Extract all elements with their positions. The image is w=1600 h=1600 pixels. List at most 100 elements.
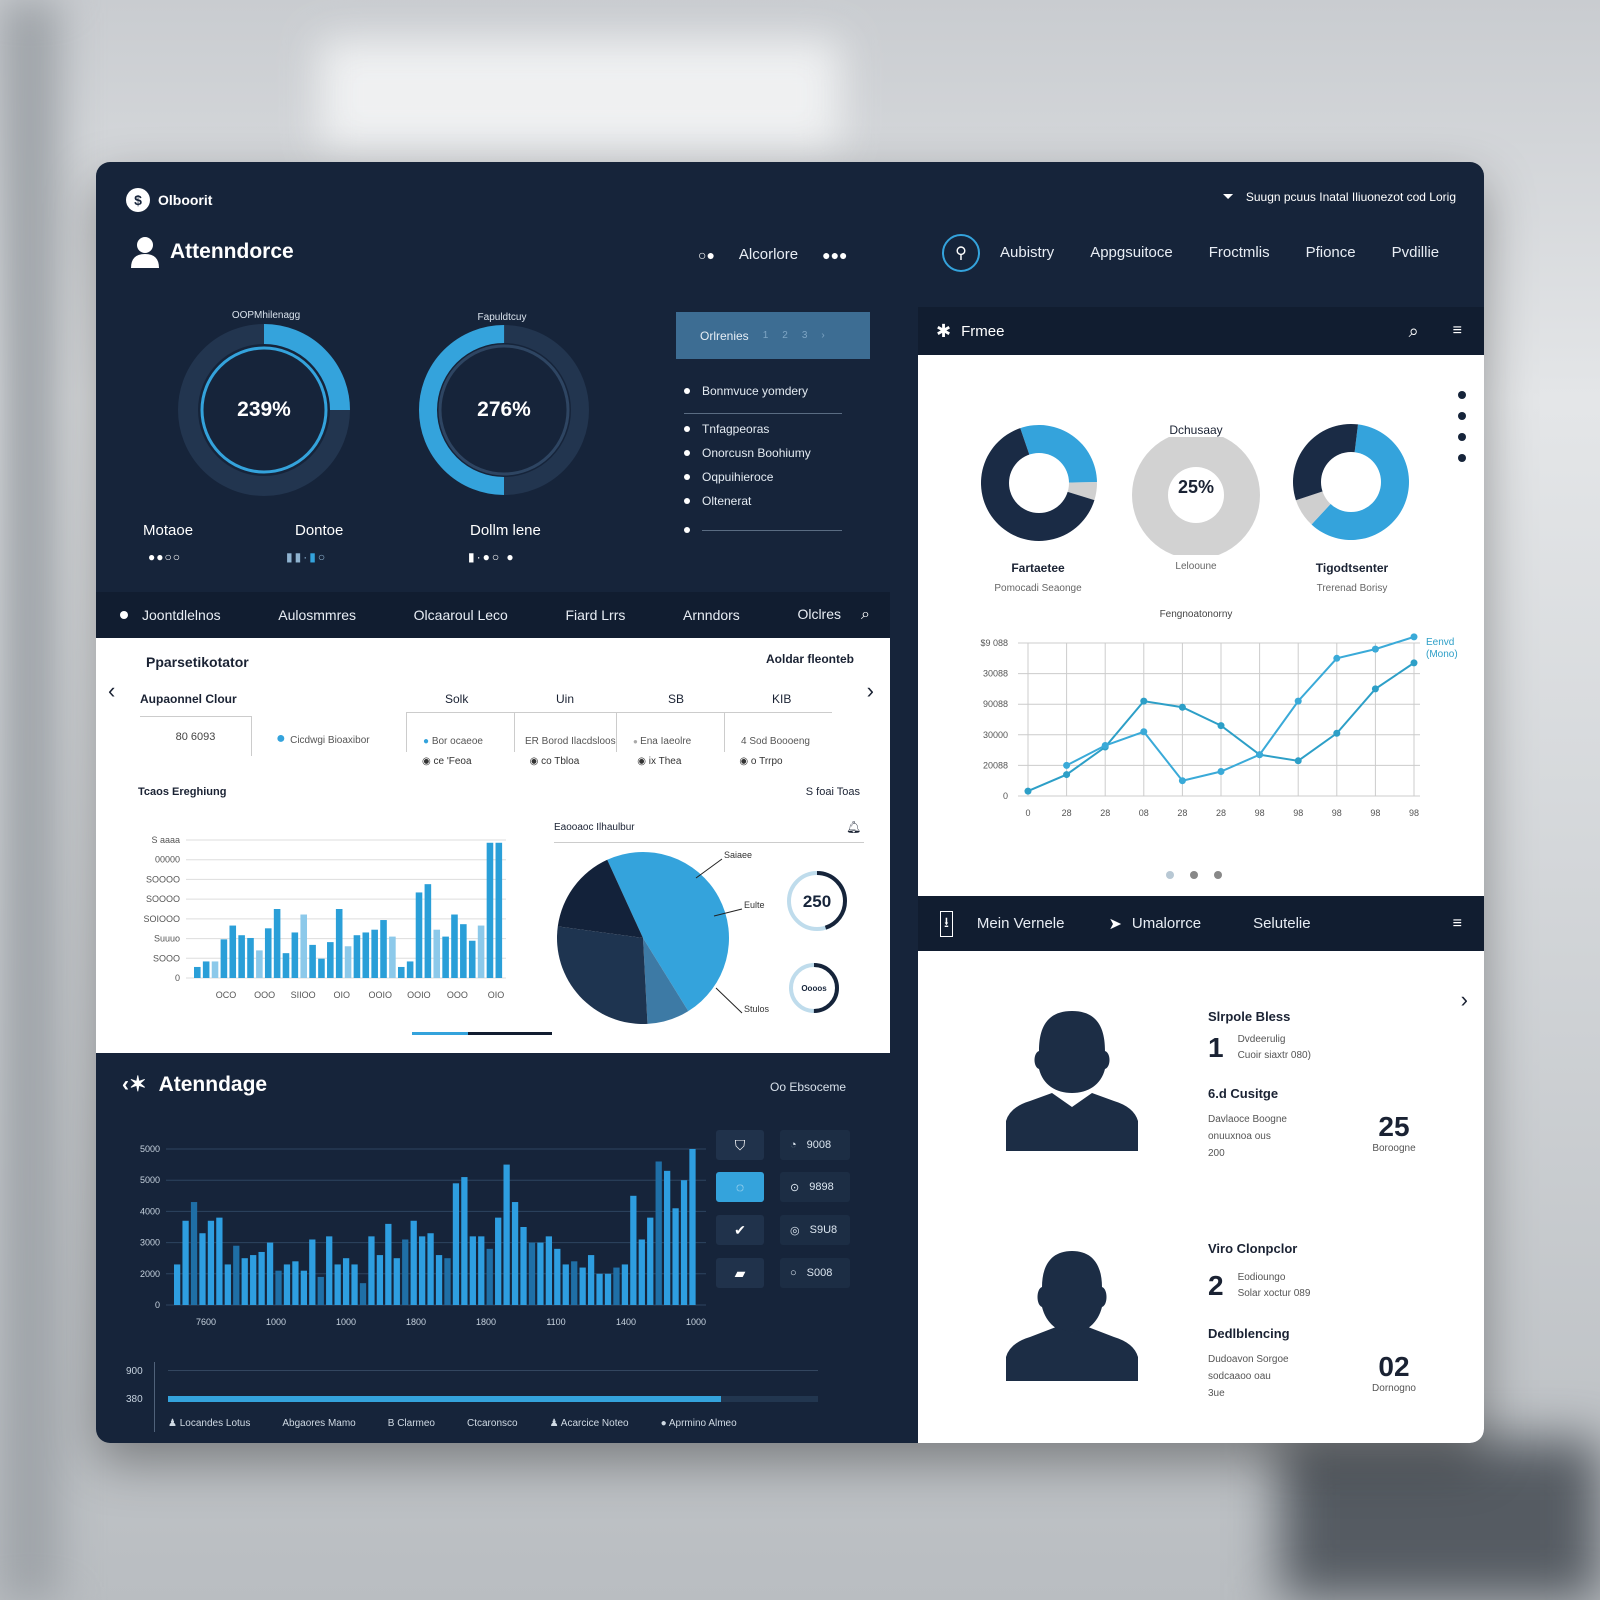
list-item[interactable]: Bonmvuce yomdery	[684, 384, 842, 414]
data-point	[1063, 771, 1071, 779]
section-nav-item[interactable]: Fiard Lrrs	[565, 607, 626, 623]
side-value-button[interactable]: ◎ S9U8	[780, 1215, 850, 1245]
asterisk-icon: ✱	[936, 320, 952, 341]
next-arrow-icon[interactable]: ›	[1460, 987, 1468, 1012]
back-star-icon[interactable]: ‹✶	[122, 1073, 147, 1096]
refresh-icon[interactable]: ◌	[716, 1172, 764, 1202]
list-item[interactable]: Oqpuihieroce	[684, 470, 842, 494]
tab[interactable]: Mein Vernele	[976, 915, 1065, 932]
prev-arrow-icon[interactable]: ‹	[108, 678, 116, 703]
send-icon: ➤	[1108, 915, 1122, 933]
bar	[596, 1273, 603, 1305]
person-rank: 1	[1208, 1032, 1224, 1063]
series-label: (Mono)	[1426, 649, 1458, 660]
tab[interactable]: Selutelie	[1253, 915, 1311, 932]
download-icon[interactable]: ⭳	[940, 910, 953, 937]
tab[interactable]: Umalorrce	[1131, 915, 1202, 932]
donut-hole	[1009, 453, 1069, 513]
person-avatar-1	[1006, 1011, 1138, 1151]
pager-dots[interactable]: ●●○○	[148, 550, 181, 564]
side-value-button[interactable]: ⊙ 9898	[780, 1172, 850, 1202]
notice[interactable]: ⏷ Suugn pcuus Inatal Iliuonezot cod Lori…	[1223, 188, 1456, 205]
options-header[interactable]: Orlrenies 1 2 3 ›	[676, 312, 870, 359]
gauge-250: 250	[787, 871, 847, 931]
ring-fill	[178, 324, 350, 496]
list-item[interactable]	[684, 518, 842, 542]
gauge-value: 250	[803, 892, 831, 911]
donut-sub: Lelooune	[1175, 561, 1217, 572]
bar	[419, 1236, 426, 1305]
report-right-title: Aoldar fleonteb	[765, 652, 854, 666]
search-icon[interactable]: ⌕	[1408, 320, 1419, 341]
nav-item[interactable]: Aubistry	[1000, 244, 1055, 261]
nav-item[interactable]: Pvdillie	[1391, 244, 1440, 261]
person-card-1[interactable]: Slrpole Bless 1 Dvdeerulig Cuoir siaxtr 08…	[1208, 1009, 1468, 1162]
attendance-right-label[interactable]: Oo Ebsoceme	[770, 1080, 847, 1094]
progress-tick: 380	[126, 1394, 143, 1405]
bar	[587, 1255, 595, 1305]
page-link[interactable]: 3	[801, 330, 808, 341]
pager-dots[interactable]: ▮·●○ ●	[468, 550, 516, 564]
profile-avatar-button[interactable]: ⚲	[942, 234, 980, 272]
gauge-fill	[787, 871, 847, 931]
list-item[interactable]: Oltenerat	[684, 494, 842, 518]
x-tick-label: 28	[1177, 808, 1187, 818]
bar	[537, 1242, 544, 1305]
nav-item[interactable]: Froctmlis	[1208, 244, 1270, 261]
nav-item-mid[interactable]: Alcorlore	[738, 246, 799, 263]
side-value-button[interactable]: ○ S008	[780, 1258, 850, 1288]
data-point	[1410, 659, 1418, 667]
page-link[interactable]: 1	[762, 330, 769, 341]
ring-label: Dontoe	[295, 522, 344, 539]
data-point	[1140, 697, 1148, 705]
shield-icon[interactable]: ⛉	[716, 1130, 764, 1160]
scroll-indicator[interactable]	[412, 1032, 552, 1035]
donut-value: 25%	[1177, 477, 1215, 497]
check-icon[interactable]: ✔	[716, 1215, 764, 1245]
person-card-2[interactable]: Viro Clonpclor 2 Eodioungo Solar xoctur 08…	[1208, 1241, 1468, 1402]
options-title: Orlrenies	[700, 328, 749, 343]
bar	[351, 1264, 358, 1305]
bar	[545, 1236, 552, 1305]
bar	[182, 1220, 189, 1305]
bar	[282, 953, 290, 978]
nav-item[interactable]: Appgsuitoce	[1090, 244, 1173, 261]
carousel-dots[interactable]	[1166, 871, 1222, 879]
more-icon[interactable]: ●●●	[822, 246, 848, 263]
section-nav-item[interactable]: Aulosmmres	[278, 607, 357, 623]
bar	[220, 939, 228, 978]
bar	[389, 936, 396, 978]
section-nav-item[interactable]: Arnndors	[683, 607, 740, 623]
pager-dots[interactable]: ▮▮·▮○	[286, 550, 328, 564]
nav-item[interactable]: Pfionce	[1305, 244, 1356, 261]
y-tick-label: $9 088	[980, 638, 1008, 648]
bar	[451, 914, 458, 978]
section-nav-item[interactable]: Joontdlelnos	[142, 607, 221, 623]
section-nav-item[interactable]: Olcaaroul Leco	[413, 607, 508, 623]
leader-line	[713, 908, 743, 917]
list-item[interactable]: Onorcusn Boohiumy	[684, 446, 842, 470]
menu-icon[interactable]: ≡	[1452, 914, 1462, 932]
data-point	[1333, 654, 1341, 662]
donut-chart	[1293, 424, 1409, 540]
list-item[interactable]: Tnfagpeoras	[684, 422, 842, 446]
people-tabs: ⭳ Mein Vernele ➤ Umalorrce Selutelie ≡	[918, 896, 1484, 951]
page-link[interactable]: 2	[782, 330, 788, 341]
search-icon[interactable]: ⌕	[861, 606, 870, 623]
side-value-button[interactable]: ◔ 9008	[780, 1130, 850, 1160]
menu-icon[interactable]: ≡	[1452, 322, 1462, 339]
toggle-icon[interactable]: ○●	[698, 246, 715, 263]
bar	[380, 920, 387, 978]
y-tick-label: 5000	[140, 1144, 160, 1154]
bar	[292, 1261, 299, 1305]
folder-icon[interactable]: ▰	[716, 1258, 764, 1288]
bar	[655, 1161, 662, 1305]
bell-icon[interactable]: 🔔︎	[846, 820, 862, 834]
page-next[interactable]: ›	[821, 330, 825, 341]
vertical-dots-menu[interactable]	[1458, 391, 1466, 462]
x-tick-label: 28	[1100, 808, 1110, 818]
bar	[202, 961, 210, 978]
next-arrow-icon[interactable]: ›	[866, 678, 874, 703]
notice-text: Suugn pcuus Inatal Iliuonezot cod Lorig	[1245, 189, 1456, 204]
section-nav-item[interactable]: Olclres	[797, 606, 841, 622]
